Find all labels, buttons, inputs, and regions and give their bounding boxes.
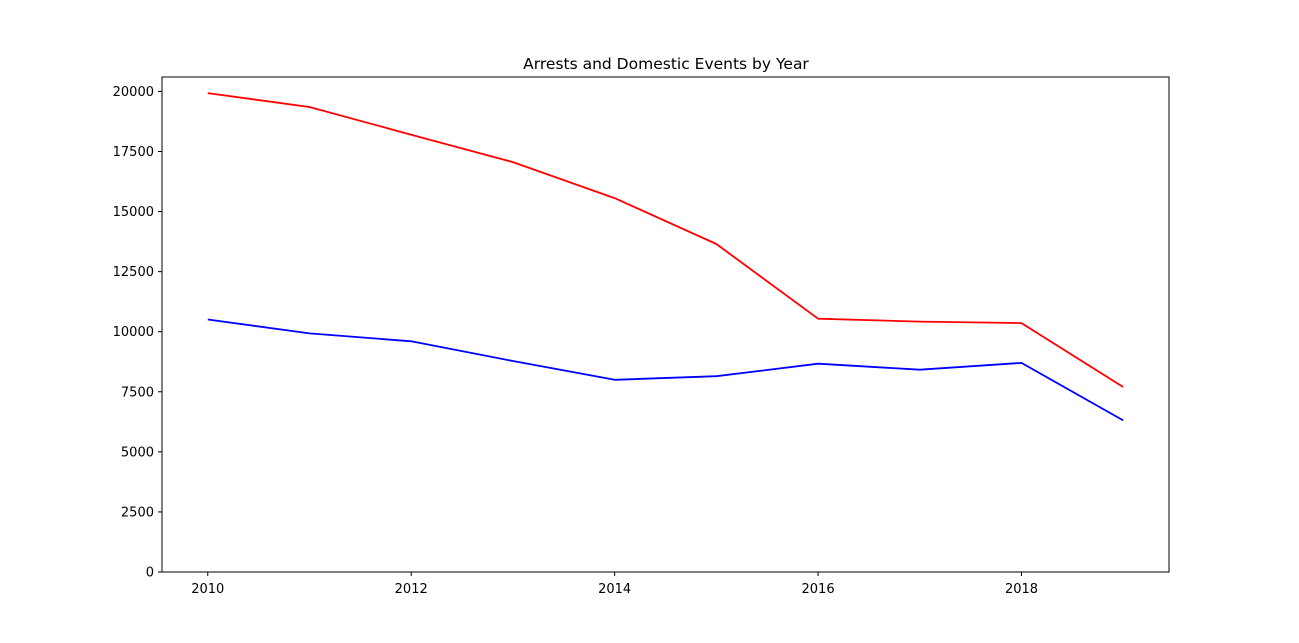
series-line-2 — [207, 318, 1124, 422]
y-tick-label: 15000 — [113, 205, 154, 220]
y-tick-label: 2500 — [121, 505, 154, 520]
x-tick-label: 2012 — [395, 582, 428, 597]
y-axis: 0 2500 5000 7500 10000 12500 15000 17500 20000 — [113, 85, 162, 581]
series-layer — [207, 92, 1124, 422]
x-axis: 2010 2012 2014 2016 2018 — [191, 572, 1038, 597]
x-tick-label: 2010 — [191, 582, 224, 597]
x-tick-label: 2016 — [802, 582, 835, 597]
y-tick-label: 20000 — [113, 85, 154, 100]
chart-title: Arrests and Domestic Events by Year — [523, 55, 809, 73]
series-line-1 — [207, 92, 1124, 388]
plot-area-frame — [161, 76, 1170, 573]
y-tick-label: 7500 — [121, 385, 154, 400]
y-tick-label: 17500 — [113, 145, 154, 160]
x-tick-label: 2014 — [598, 582, 631, 597]
y-tick-label: 10000 — [113, 325, 154, 340]
y-tick-label: 0 — [146, 566, 154, 581]
y-tick-label: 12500 — [113, 265, 154, 280]
x-tick-label: 2018 — [1005, 582, 1038, 597]
y-tick-label: 5000 — [121, 445, 154, 460]
